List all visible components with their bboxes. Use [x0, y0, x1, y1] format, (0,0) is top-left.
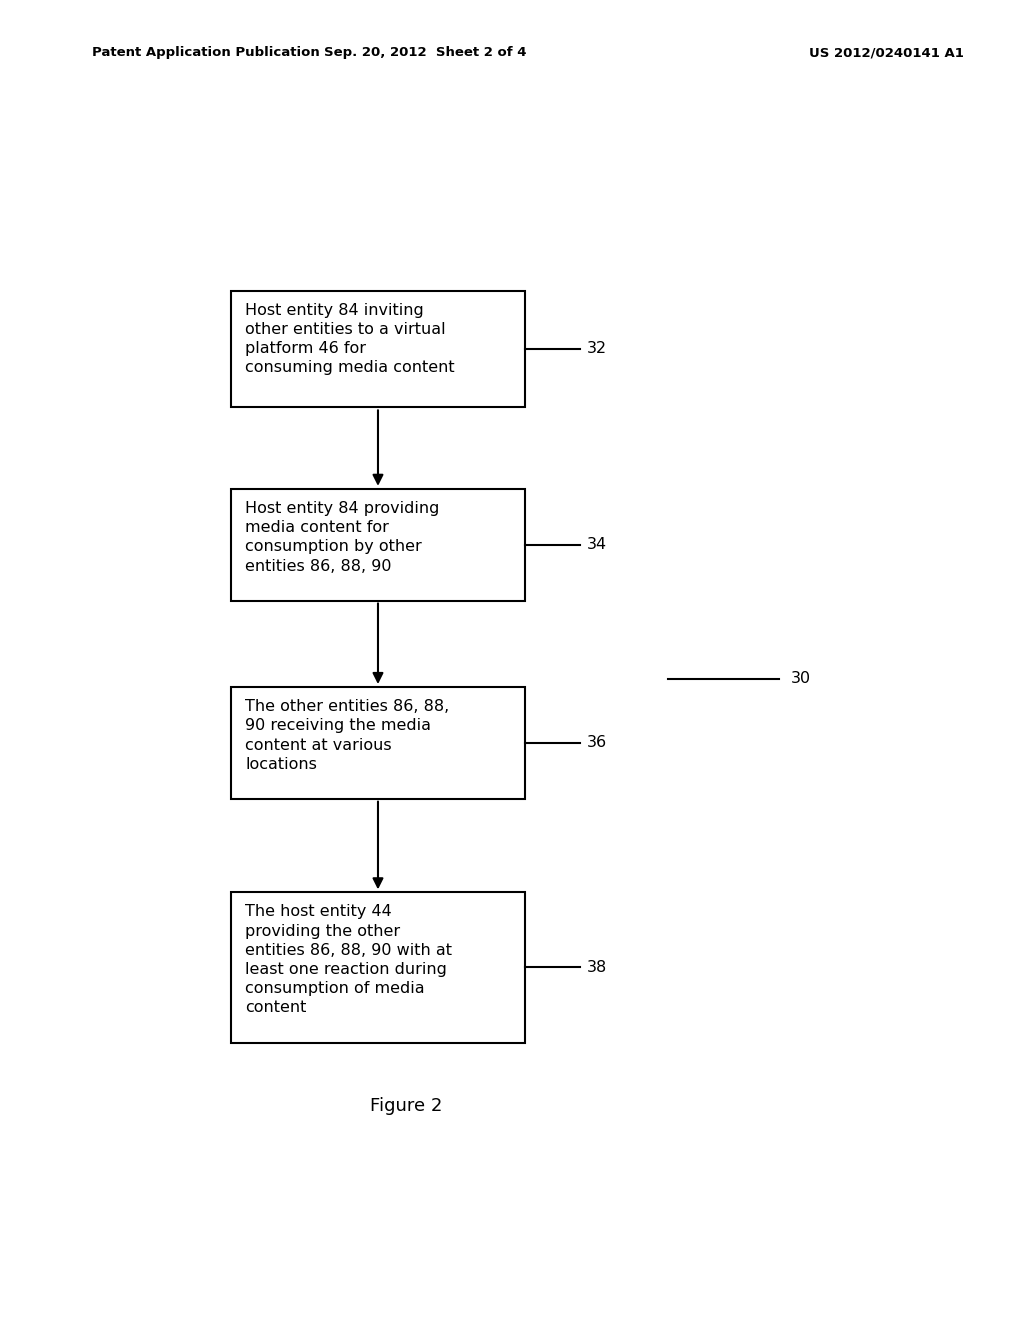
- Text: 32: 32: [587, 342, 607, 356]
- Bar: [231, 892, 524, 1043]
- Text: The other entities 86, 88,
90 receiving the media
content at various
locations: The other entities 86, 88, 90 receiving …: [246, 700, 450, 772]
- Text: US 2012/0240141 A1: US 2012/0240141 A1: [809, 46, 964, 59]
- Text: Patent Application Publication: Patent Application Publication: [92, 46, 319, 59]
- Bar: [231, 686, 524, 799]
- Bar: [231, 290, 524, 408]
- Text: 34: 34: [587, 537, 607, 552]
- Text: Figure 2: Figure 2: [370, 1097, 442, 1114]
- Text: 30: 30: [791, 672, 811, 686]
- Text: 38: 38: [587, 960, 607, 975]
- Text: 36: 36: [587, 735, 607, 750]
- Text: Sep. 20, 2012  Sheet 2 of 4: Sep. 20, 2012 Sheet 2 of 4: [324, 46, 526, 59]
- Text: The host entity 44
providing the other
entities 86, 88, 90 with at
least one rea: The host entity 44 providing the other e…: [246, 904, 453, 1015]
- Text: Host entity 84 providing
media content for
consumption by other
entities 86, 88,: Host entity 84 providing media content f…: [246, 500, 440, 573]
- Text: Host entity 84 inviting
other entities to a virtual
platform 46 for
consuming me: Host entity 84 inviting other entities t…: [246, 302, 455, 375]
- Bar: [231, 488, 524, 601]
